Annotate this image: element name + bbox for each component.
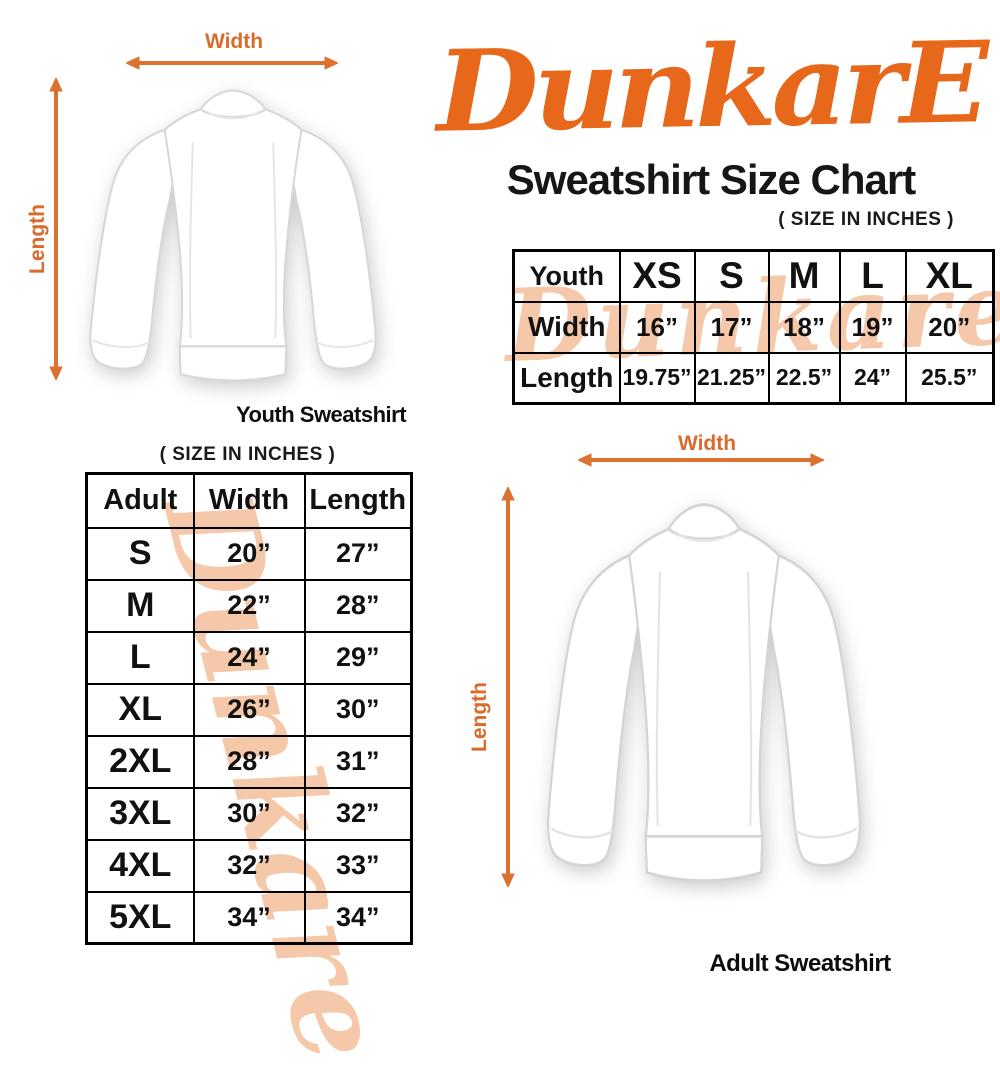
adult-table-corner-cell: Adult	[85, 472, 195, 529]
adult-table-header-row: Adult Width Length	[85, 472, 413, 529]
youth-length-value: 22.5”	[767, 351, 841, 405]
adult-row-m: M 22” 28”	[85, 578, 413, 633]
adult-width-value: 30”	[192, 786, 306, 841]
adult-size-note: ( SIZE IN INCHES )	[159, 444, 336, 465]
youth-width-arrow-icon	[126, 56, 338, 70]
adult-width-label: Width	[677, 432, 737, 455]
youth-sweatshirt-image	[89, 89, 377, 382]
youth-width-value: 19”	[838, 300, 907, 354]
adult-length-value: 31”	[303, 734, 413, 789]
adult-length-header: Length	[303, 472, 413, 529]
youth-width-row: Width 16” 17” 18” 19” 20”	[512, 300, 995, 354]
adult-width-value: 20”	[192, 526, 306, 581]
youth-caption: Youth Sweatshirt	[235, 402, 407, 427]
youth-length-value: 24”	[838, 351, 907, 405]
youth-width-value: 20”	[904, 300, 995, 354]
adult-size-label: L	[85, 630, 195, 685]
adult-size-label: 5XL	[85, 890, 195, 945]
page-title: Sweatshirt Size Chart	[506, 156, 916, 203]
adult-length-value: 30”	[303, 682, 413, 737]
adult-row-5xl: 5XL 34” 34”	[85, 890, 413, 945]
adult-width-value: 24”	[192, 630, 306, 685]
adult-row-s: S 20” 27”	[85, 526, 413, 581]
youth-size-s: S	[693, 249, 770, 303]
adult-length-arrow-icon	[501, 487, 515, 887]
adult-row-2xl: 2XL 28” 31”	[85, 734, 413, 789]
youth-size-xs: XS	[618, 249, 696, 303]
youth-length-value: 19.75”	[618, 351, 696, 405]
brand-logo: DunkarE	[432, 17, 992, 156]
brand-logo-text: DunkarE	[432, 17, 992, 156]
adult-size-label: 4XL	[85, 838, 195, 893]
adult-row-l: L 24” 29”	[85, 630, 413, 685]
adult-row-xl: XL 26” 30”	[85, 682, 413, 737]
adult-length-value: 32”	[303, 786, 413, 841]
youth-width-row-label: Width	[512, 300, 621, 354]
header: DunkarE Sweatshirt Size Chart ( SIZE IN …	[430, 14, 992, 231]
youth-length-row: Length 19.75” 21.25” 22.5” 24” 25.5”	[512, 351, 995, 405]
youth-width-value: 18”	[767, 300, 841, 354]
adult-size-label: XL	[85, 682, 195, 737]
adult-width-value: 34”	[192, 890, 306, 945]
adult-length-value: 33”	[303, 838, 413, 893]
adult-length-value: 29”	[303, 630, 413, 685]
adult-width-value: 32”	[192, 838, 306, 893]
adult-length-value: 34”	[303, 890, 413, 945]
adult-sweatshirt-image	[546, 503, 862, 882]
adult-width-value: 22”	[192, 578, 306, 633]
adult-size-label: 3XL	[85, 786, 195, 841]
adult-size-label: M	[85, 578, 195, 633]
youth-table-header-row: Youth XS S M L XL	[512, 249, 995, 303]
adult-row-4xl: 4XL 32” 33”	[85, 838, 413, 893]
adult-length-value: 28”	[303, 578, 413, 633]
adult-caption: Adult Sweatshirt	[709, 950, 891, 977]
adult-length-label: Length	[468, 682, 491, 752]
youth-length-label: Length	[26, 204, 49, 274]
youth-width-label: Width	[204, 30, 264, 53]
youth-table-corner-cell: Youth	[512, 249, 621, 303]
youth-length-value: 21.25”	[693, 351, 770, 405]
adult-size-label: 2XL	[85, 734, 195, 789]
youth-width-value: 17”	[693, 300, 770, 354]
youth-size-xl: XL	[904, 249, 995, 303]
youth-size-table: Youth XS S M L XL Width 16” 17” 18” 19” …	[512, 249, 995, 405]
youth-size-l: L	[838, 249, 907, 303]
adult-width-value: 28”	[192, 734, 306, 789]
youth-length-value: 25.5”	[904, 351, 995, 405]
adult-width-header: Width	[192, 472, 306, 529]
youth-width-value: 16”	[618, 300, 696, 354]
adult-length-value: 27”	[303, 526, 413, 581]
adult-size-label: S	[85, 526, 195, 581]
youth-size-m: M	[767, 249, 841, 303]
adult-width-value: 26”	[192, 682, 306, 737]
adult-size-table: Adult Width Length S 20” 27” M 22” 28” L…	[85, 472, 413, 945]
youth-length-row-label: Length	[512, 351, 621, 405]
youth-size-note: ( SIZE IN INCHES )	[778, 209, 954, 230]
youth-length-arrow-icon	[49, 78, 63, 380]
adult-row-3xl: 3XL 30” 32”	[85, 786, 413, 841]
adult-width-arrow-icon	[578, 453, 824, 467]
